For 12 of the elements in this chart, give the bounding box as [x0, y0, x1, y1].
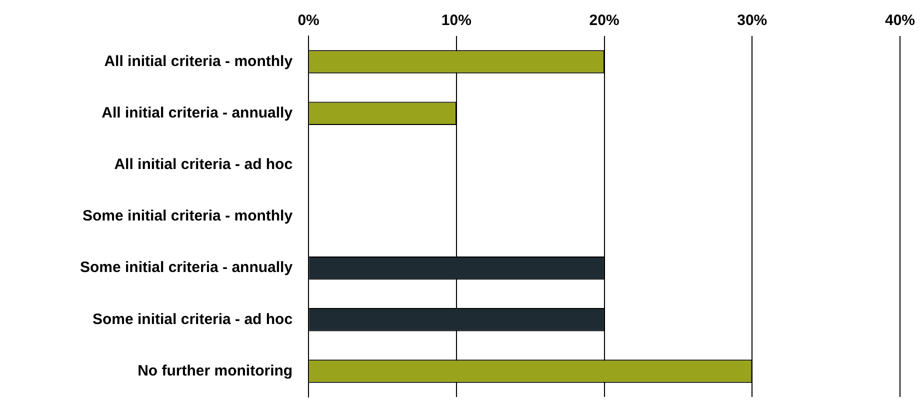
y-tick-label: Some initial criteria - ad hoc [92, 310, 293, 328]
y-tick-label: All initial criteria - monthly [104, 52, 294, 70]
x-tick-label: 0% [298, 12, 320, 30]
x-tick-label: 30% [737, 12, 768, 30]
y-tick-label: All initial criteria - annually [102, 104, 294, 122]
x-tick-label: 40% [884, 12, 916, 30]
y-tick-label: No further monitoring [138, 362, 293, 380]
y-tick-label: Some initial criteria - annually [80, 259, 294, 276]
x-tick-label: 10% [441, 12, 472, 30]
y-tick-label: All initial criteria - ad hoc [114, 156, 293, 174]
x-tick-label: 20% [589, 12, 620, 30]
y-tick-label: Some initial criteria - monthly [82, 208, 294, 225]
